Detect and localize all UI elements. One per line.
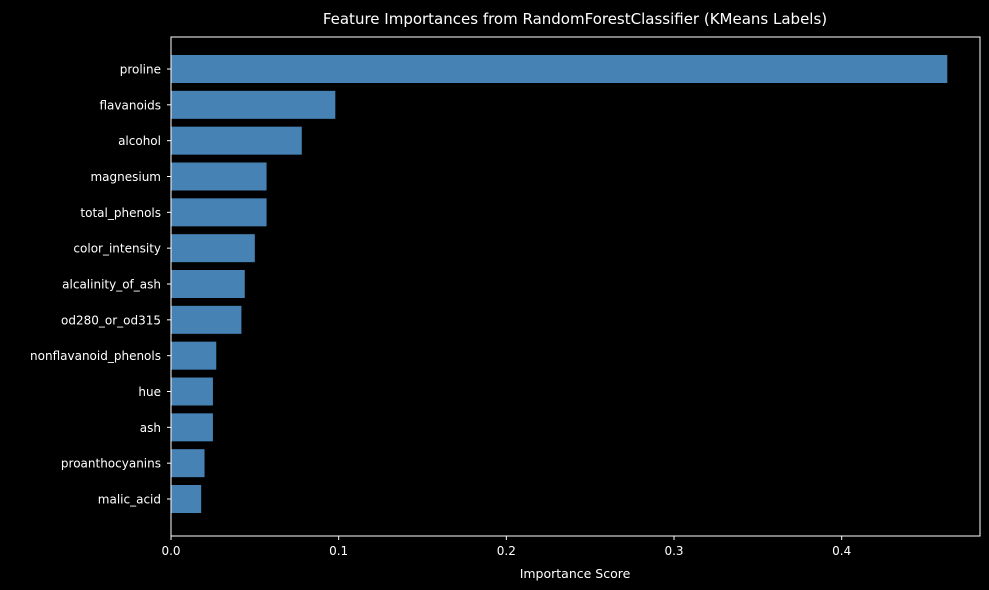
y-tick-label: malic_acid: [98, 493, 161, 507]
y-tick-labels: proline flavanoids alcohol magnesium total_p…: [30, 63, 171, 507]
y-tick-label: color_intensity: [73, 242, 161, 256]
y-tick-label: ash: [140, 421, 161, 435]
y-tick-label: hue: [138, 385, 161, 399]
bar-malic-acid: [171, 485, 202, 513]
y-tick-label: alcohol: [118, 134, 161, 148]
bar-color-intensity: [171, 234, 255, 263]
x-tick-label: 0.1: [329, 544, 348, 558]
x-ticks: 0.0 0.1 0.2 0.3 0.4: [161, 536, 851, 558]
bar-nonflavanoid-phenols: [171, 341, 217, 370]
y-tick-label: nonflavanoid_phenols: [30, 349, 161, 363]
y-tick-label: flavanoids: [99, 98, 161, 112]
bar-proanthocyanins: [171, 449, 205, 478]
y-tick-label: proline: [120, 63, 161, 77]
y-tick-label: alcalinity_of_ash: [62, 278, 161, 292]
bar-flavanoids: [171, 90, 336, 119]
x-tick-label: 0.4: [832, 544, 851, 558]
bar-ash: [171, 413, 213, 442]
x-tick-label: 0.0: [161, 544, 180, 558]
bar-od280-or-od315: [171, 305, 242, 334]
bar-alcohol: [171, 126, 302, 155]
bar-magnesium: [171, 162, 267, 191]
bar-alcalinity-of-ash: [171, 270, 245, 298]
x-tick-label: 0.2: [497, 544, 516, 558]
y-tick-label: magnesium: [90, 170, 161, 184]
plot-frame: [170, 36, 981, 537]
bars-group: [171, 55, 948, 513]
y-tick-label: total_phenols: [80, 206, 161, 220]
bar-proline: [171, 55, 948, 83]
y-tick-label: proanthocyanins: [61, 457, 161, 471]
x-axis-label: Importance Score: [520, 566, 631, 581]
bar-hue: [171, 377, 213, 406]
y-tick-label: od280_or_od315: [61, 313, 161, 327]
x-tick-label: 0.3: [664, 544, 683, 558]
bar-total-phenols: [171, 198, 267, 227]
chart-title: Feature Importances from RandomForestCla…: [323, 10, 827, 28]
